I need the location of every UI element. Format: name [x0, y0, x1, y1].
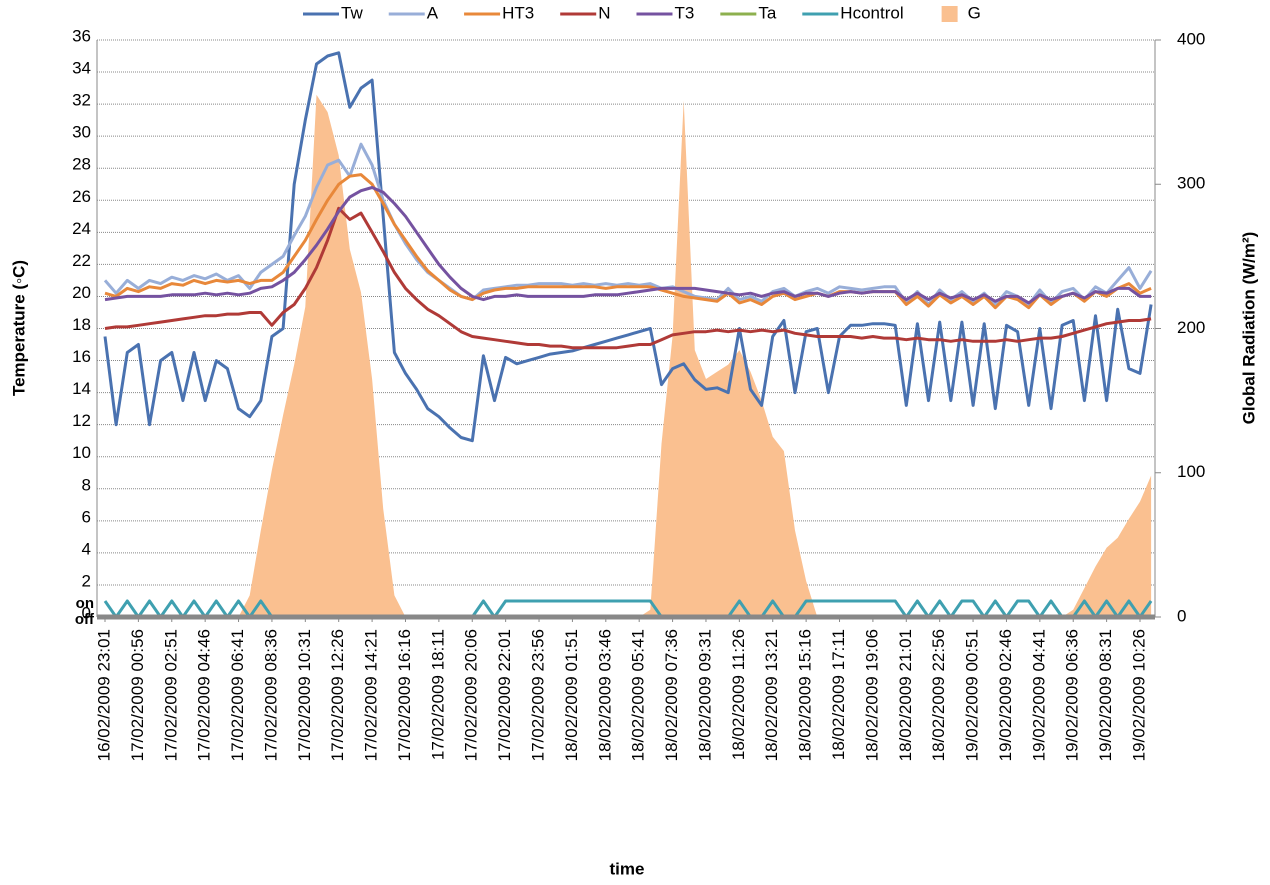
x-tick-label: 18/02/2009 01:51 [562, 629, 581, 761]
x-tick-label: 19/02/2009 04:41 [1029, 629, 1048, 761]
line [104, 186, 1152, 305]
x-tick-label: 17/02/2009 20:06 [462, 629, 481, 761]
y-tick-label: 16 [72, 347, 91, 366]
y2-axis-title: Global Radiation (W/m²) [1239, 232, 1258, 425]
y-tick-label: 6 [82, 507, 91, 526]
y-tick-label: 32 [72, 91, 91, 110]
x-tick-label: 17/02/2009 10:31 [295, 629, 314, 761]
x-tick-label: 17/02/2009 18:11 [428, 629, 447, 760]
y-tick-label: 0 [82, 603, 91, 622]
y-tick-label: 34 [72, 59, 91, 78]
y-axis-title: Temperature (◦C) [9, 260, 28, 396]
x-tick-label: 18/02/2009 21:01 [896, 629, 915, 761]
x-tick-label: 19/02/2009 10:26 [1129, 629, 1148, 761]
x-tick-label: 18/02/2009 15:16 [796, 629, 815, 761]
line [103, 51, 1153, 443]
legend-label: T3 [674, 3, 694, 22]
x-tick-label: 17/02/2009 22:01 [495, 629, 514, 761]
y-tick-label: 20 [72, 283, 91, 302]
x-tick-label: 18/02/2009 07:36 [662, 629, 681, 761]
y-tick-label: 12 [72, 411, 91, 430]
x-tick-label: 17/02/2009 04:46 [195, 629, 214, 761]
y-tick-label: 24 [72, 219, 91, 238]
y2-tick-label: 300 [1177, 174, 1205, 193]
legend-label: N [598, 3, 610, 22]
y-tick-label: 2 [82, 571, 91, 590]
x-axis-title: time [610, 859, 645, 878]
state-label: off [75, 611, 95, 628]
y2-tick-label: 200 [1177, 318, 1205, 337]
y-tick-label: 30 [72, 123, 91, 142]
legend-label: G [968, 3, 981, 22]
x-tick-label: 19/02/2009 02:46 [996, 629, 1015, 761]
legend-swatch [941, 6, 958, 22]
legend-label: HT3 [502, 3, 534, 22]
x-tick-label: 19/02/2009 06:36 [1063, 629, 1082, 761]
legend-label: A [427, 3, 439, 22]
line [104, 173, 1152, 310]
y-tick-label: 22 [72, 251, 91, 270]
x-tick-label: 18/02/2009 11:26 [729, 629, 748, 760]
x-tick-label: 18/02/2009 17:11 [829, 629, 848, 760]
x-tick-label: 16/02/2009 23:01 [94, 629, 113, 761]
y-tick-label: 8 [82, 475, 91, 494]
y-tick-label: 18 [72, 315, 91, 334]
state-label: on [76, 595, 94, 612]
legend-label: Tw [341, 3, 363, 22]
x-tick-label: 18/02/2009 03:46 [595, 629, 614, 761]
x-tick-label: 18/02/2009 05:41 [629, 629, 648, 761]
x-tick-label: 18/02/2009 09:31 [695, 629, 714, 761]
x-tick-label: 17/02/2009 14:21 [362, 629, 381, 761]
legend-label: Ta [758, 3, 777, 22]
y2-tick-label: 400 [1177, 29, 1205, 48]
y-tick-label: 14 [72, 379, 91, 398]
x-tick-label: 18/02/2009 22:56 [929, 629, 948, 761]
x-tick-label: 17/02/2009 12:26 [328, 629, 347, 761]
x-tick-label: 19/02/2009 00:51 [963, 629, 982, 761]
legend-label: Hcontrol [840, 3, 903, 22]
x-tick-label: 17/02/2009 23:56 [529, 629, 548, 761]
x-tick-label: 17/02/2009 08:36 [261, 629, 280, 761]
y2-tick-label: 100 [1177, 462, 1205, 481]
x-tick-label: 17/02/2009 00:56 [128, 629, 147, 761]
y-tick-label: 26 [72, 187, 91, 206]
x-tick-label: 17/02/2009 16:16 [395, 629, 414, 761]
x-tick-label: 18/02/2009 19:06 [862, 629, 881, 761]
x-tick-label: 17/02/2009 02:51 [161, 629, 180, 761]
y-tick-label: 36 [72, 26, 91, 45]
line [104, 206, 1152, 350]
y-tick-label: 10 [72, 443, 91, 462]
x-tick-label: 19/02/2009 08:31 [1096, 629, 1115, 761]
y2-tick-label: 0 [1177, 606, 1186, 625]
x-tick-label: 18/02/2009 13:21 [762, 629, 781, 761]
y-tick-label: 4 [82, 539, 91, 558]
area [105, 94, 1152, 618]
y-tick-label: 28 [72, 155, 91, 174]
x-tick-label: 17/02/2009 06:41 [228, 629, 247, 761]
